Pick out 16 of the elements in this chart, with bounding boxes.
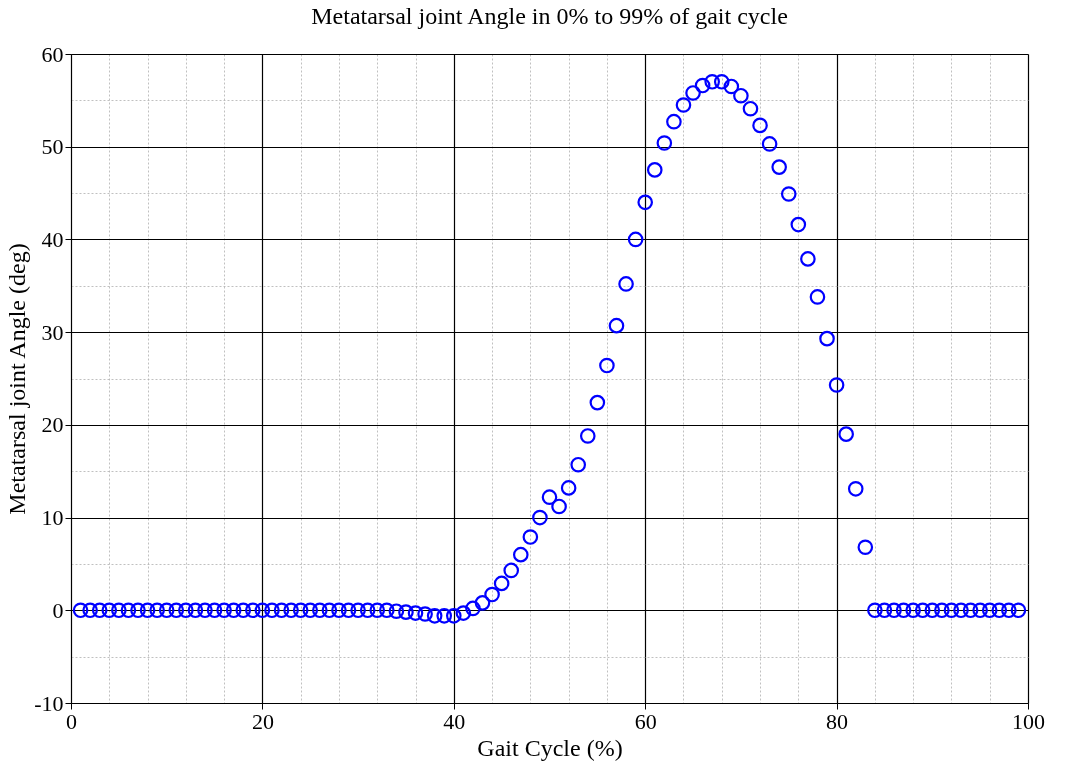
x-tick-label: 60: [634, 708, 657, 734]
y-tick-label: 10: [41, 505, 64, 531]
y-tick-label: -10: [34, 690, 64, 716]
y-tick-label: 0: [52, 597, 64, 623]
x-axis-title: Gait Cycle (%): [477, 734, 623, 761]
y-axis-title: Metatarsal joint Angle (deg): [4, 243, 31, 515]
y-tick-label: 50: [41, 134, 64, 160]
chart-title: Metatarsal joint Angle in 0% to 99% of gait cycle: [311, 3, 788, 29]
x-tick-label: 40: [443, 708, 466, 734]
x-tick-label: 80: [826, 708, 849, 734]
x-tick-label: 20: [251, 708, 274, 734]
y-tick-label: 40: [41, 226, 64, 252]
x-tick-label: 100: [1012, 708, 1045, 734]
y-tick-label: 60: [41, 41, 64, 67]
y-tick-label: 30: [41, 319, 64, 345]
y-tick-label: 20: [41, 412, 64, 438]
